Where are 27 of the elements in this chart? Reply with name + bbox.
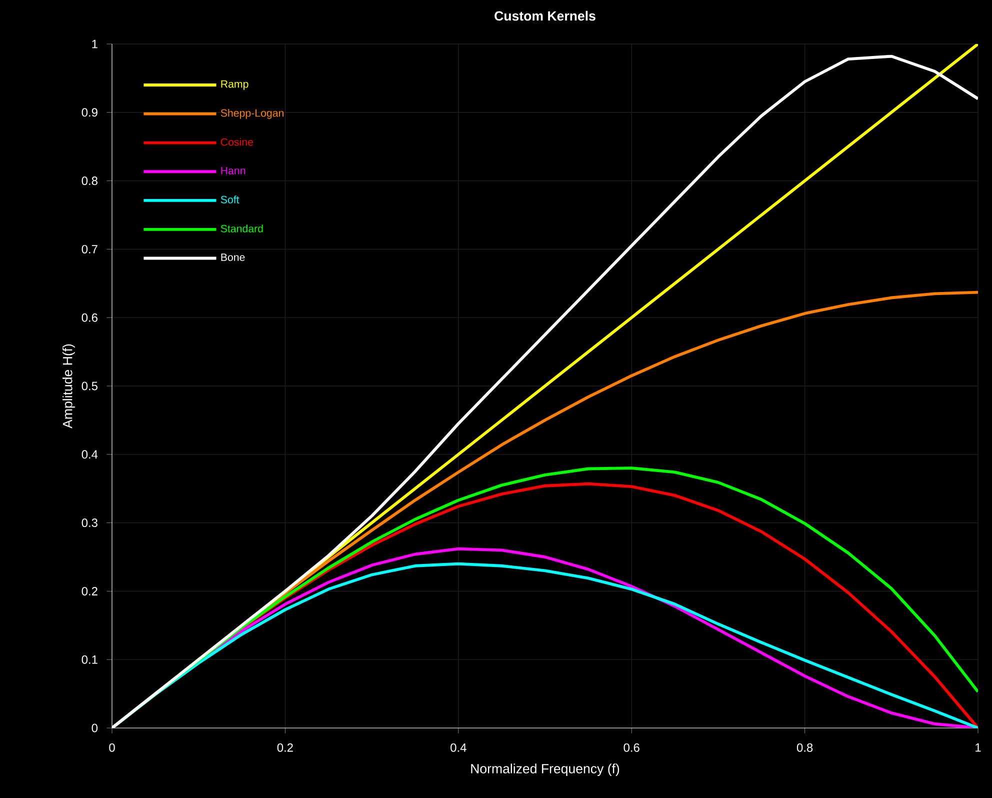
x-tick-label: 0.8 [796,743,813,752]
y-tick-label: 0.7 [82,244,98,254]
y-tick-label: 0.6 [82,313,98,322]
y-tick-label: 0.9 [82,108,98,117]
y-axis-title: Amplitude H(f) [62,344,75,428]
x-tick-label: 1 [976,743,981,752]
y-tick-label: 1 [92,40,98,48]
y-tick-label: 0.3 [82,518,98,528]
text: Hann [221,166,246,174]
chart-title: Custom Kernels [494,10,596,21]
y-tick-label: 0.2 [82,586,98,596]
x-tick-label: 0.6 [624,743,640,752]
text: Bone [221,254,245,262]
y-tick-label: 0.5 [82,382,98,390]
x-tick-label: 0.2 [277,743,293,752]
text: Soft [220,196,240,204]
text: Shepp-Logan [220,108,284,119]
y-tick-label: 0.1 [82,655,98,664]
y-tick-label: 0 [92,724,98,732]
text: Cosine [220,138,253,146]
text: Ramp [221,80,248,90]
x-tick-label: 0.4 [450,743,466,752]
x-tick-label: 0 [109,743,115,752]
text: Standard [220,224,263,232]
y-tick-label: 0.8 [82,176,98,186]
x-axis-title: Normalized Frequency (f) [471,764,620,776]
y-tick-label: 0.4 [82,450,98,459]
